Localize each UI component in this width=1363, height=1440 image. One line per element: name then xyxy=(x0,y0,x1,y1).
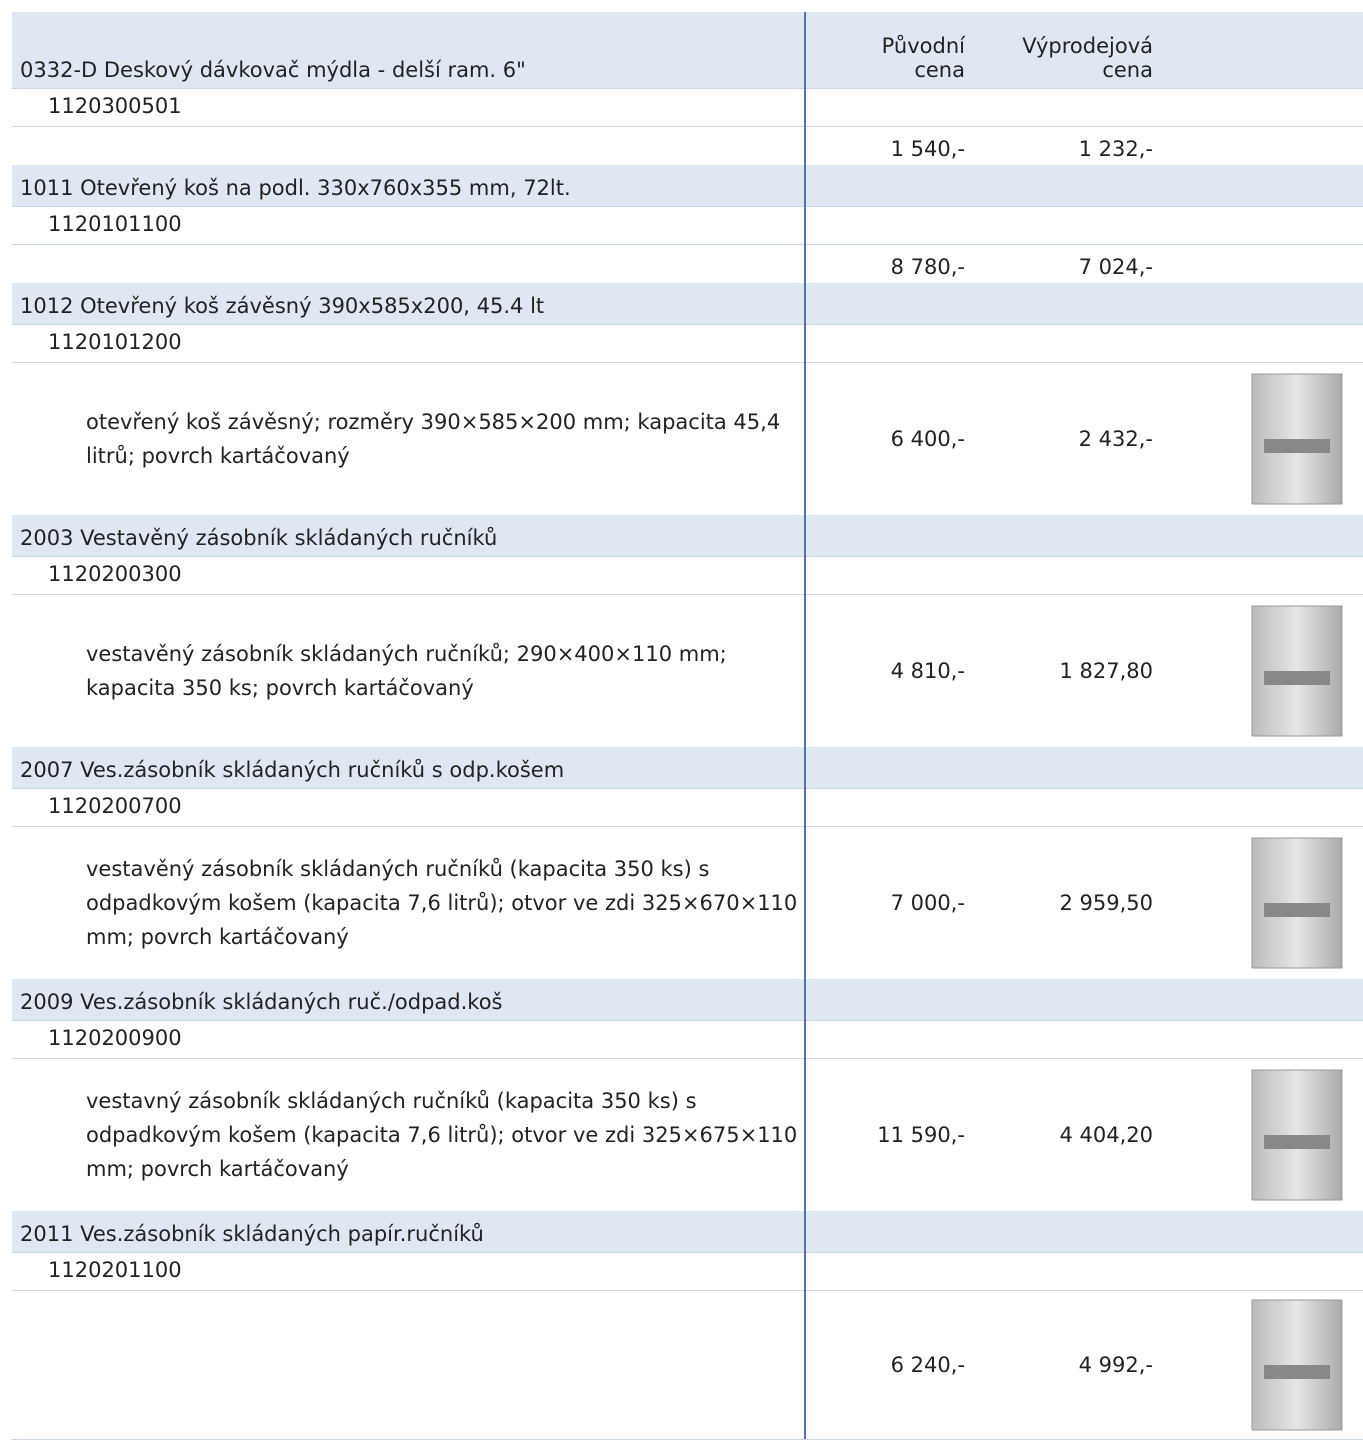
product-id: 1120200300 xyxy=(48,562,182,586)
product-name: 2009 Ves.zásobník skládaných ruč./odpad.… xyxy=(20,990,503,1014)
product-name-row: 2007 Ves.zásobník skládaných ručníků s o… xyxy=(12,747,1363,789)
sale-price: 1 827,80 xyxy=(1059,658,1153,683)
product-name-row: 2011 Ves.zásobník skládaných papír.ruční… xyxy=(12,1211,1363,1253)
original-price: 8 780,- xyxy=(890,255,965,279)
original-price: 7 000,- xyxy=(890,890,965,915)
sale-price: 4 404,20 xyxy=(1059,1122,1153,1147)
price-row: 6 240,- 4 992,- xyxy=(12,1290,1363,1440)
price-row: otevřený koš závěsný; rozměry 390×585×20… xyxy=(12,362,1363,516)
product-id: 1120200900 xyxy=(48,1026,182,1050)
product-name: 2003 Vestavěný zásobník skládaných ruční… xyxy=(20,526,498,550)
sale-price: 7 024,- xyxy=(1078,255,1153,279)
product-id: 1120101100 xyxy=(48,212,182,236)
product-name-row: 2009 Ves.zásobník skládaných ruč./odpad.… xyxy=(12,979,1363,1021)
product-name: 1012 Otevřený koš závěsný 390x585x200, 4… xyxy=(20,294,545,318)
product-name-row: 0332-D Deskový dávkovač mýdla - delší ra… xyxy=(12,12,1363,89)
product-id-row: 1120200300 xyxy=(12,556,1363,595)
product-id: 1120101200 xyxy=(48,330,182,354)
product-id-row: 1120200900 xyxy=(12,1020,1363,1059)
product-id-row: 1120201100 xyxy=(12,1252,1363,1291)
product-id: 1120300501 xyxy=(48,94,182,118)
product-name: 2011 Ves.zásobník skládaných papír.ruční… xyxy=(20,1222,484,1246)
column-header: Výprodejová cena xyxy=(1022,34,1153,82)
product-description: vestavěný zásobník skládaných ručníků; 2… xyxy=(86,641,727,700)
product-name-row: 1011 Otevřený koš na podl. 330x760x355 m… xyxy=(12,165,1363,207)
product-id-row: 1120300501 xyxy=(12,88,1363,127)
product-id-row: 1120101200 xyxy=(12,324,1363,363)
original-price: 6 400,- xyxy=(890,426,965,451)
product-description: otevřený koš závěsný; rozměry 390×585×20… xyxy=(86,409,781,468)
price-row: vestavěný zásobník skládaných ručníků; 2… xyxy=(12,594,1363,748)
product-name-row: 1012 Otevřený koš závěsný 390x585x200, 4… xyxy=(12,283,1363,325)
product-image xyxy=(1251,373,1343,504)
sale-price: 2 432,- xyxy=(1078,426,1153,451)
sale-price: 4 992,- xyxy=(1078,1352,1153,1377)
product-description: vestavěný zásobník skládaných ručníků (k… xyxy=(86,856,798,949)
original-price: 4 810,- xyxy=(890,658,965,683)
price-row: vestavěný zásobník skládaných ručníků (k… xyxy=(12,826,1363,980)
product-image xyxy=(1251,837,1343,968)
original-price: 11 590,- xyxy=(877,1122,965,1147)
price-row: vestavný zásobník skládaných ručníků (ka… xyxy=(12,1058,1363,1212)
product-id: 1120200700 xyxy=(48,794,182,818)
original-price: 1 540,- xyxy=(890,137,965,161)
product-name: 1011 Otevřený koš na podl. 330x760x355 m… xyxy=(20,176,571,200)
price-row: 1 540,- 1 232,- xyxy=(12,126,1363,166)
product-name-row: 2003 Vestavěný zásobník skládaných ruční… xyxy=(12,515,1363,557)
original-price: 6 240,- xyxy=(890,1352,965,1377)
product-description: vestavný zásobník skládaných ručníků (ka… xyxy=(86,1088,798,1181)
price-row: 8 780,- 7 024,- xyxy=(12,244,1363,284)
sale-price: 1 232,- xyxy=(1078,137,1153,161)
product-name: 2007 Ves.zásobník skládaných ručníků s o… xyxy=(20,758,565,782)
product-image xyxy=(1251,1069,1343,1200)
sale-price: 2 959,50 xyxy=(1059,890,1153,915)
product-name: 0332-D Deskový dávkovač mýdla - delší ra… xyxy=(20,58,526,82)
product-image xyxy=(1251,605,1343,736)
product-id-row: 1120200700 xyxy=(12,788,1363,827)
product-image xyxy=(1251,1299,1343,1430)
column-divider xyxy=(804,12,806,1439)
product-id: 1120201100 xyxy=(48,1258,182,1282)
column-header: Původní cena xyxy=(881,34,965,82)
product-id-row: 1120101100 xyxy=(12,206,1363,245)
